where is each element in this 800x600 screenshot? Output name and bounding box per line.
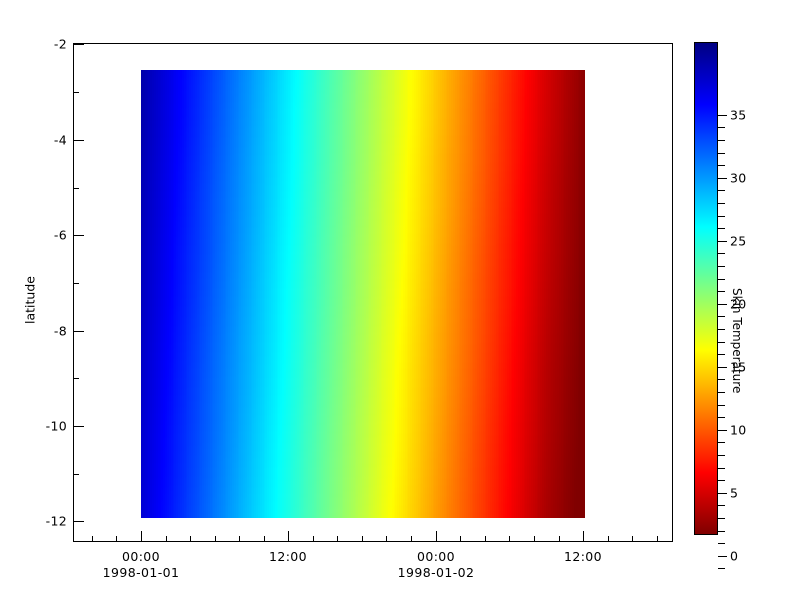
y-axis-major-tick (73, 331, 84, 333)
y-axis-tick-label: -6 (53, 227, 67, 243)
x-axis-minor-tick (337, 536, 339, 542)
colorbar-minor-tick (718, 216, 725, 218)
colorbar (694, 42, 718, 535)
colorbar-tick-label: 35 (730, 107, 747, 123)
x-axis-minor-tick (313, 536, 315, 542)
colorbar-major-tick (718, 178, 727, 180)
x-axis-minor-tick (460, 536, 462, 542)
x-axis-minor-tick (239, 536, 241, 542)
colorbar-minor-tick (718, 392, 725, 394)
colorbar-major-tick (718, 556, 727, 558)
y-axis-major-tick (73, 235, 84, 237)
colorbar-minor-tick (718, 518, 725, 520)
colorbar-minor-tick (718, 203, 725, 205)
colorbar-major-tick (718, 493, 727, 495)
colorbar-minor-tick (718, 266, 725, 268)
y-axis-tick-label: -12 (45, 513, 67, 529)
y-axis-tick-label: -10 (45, 418, 67, 434)
colorbar-minor-tick (718, 568, 725, 570)
colorbar-minor-tick (718, 455, 725, 457)
x-axis-minor-tick (411, 536, 413, 542)
x-axis-minor-tick (657, 536, 659, 542)
x-axis-major-tick (141, 531, 143, 542)
y-axis-minor-tick (73, 283, 79, 285)
colorbar-minor-tick (718, 379, 725, 381)
x-axis-major-tick (583, 531, 585, 542)
x-axis-date-sublabel: 1998-01-01 (102, 565, 180, 580)
colorbar-tick-label: 30 (730, 170, 747, 186)
heatmap-data-image (141, 70, 585, 518)
x-axis-minor-tick (264, 536, 266, 542)
colorbar-minor-tick (718, 127, 725, 129)
colorbar-minor-tick (718, 153, 725, 155)
colorbar-minor-tick (718, 468, 725, 470)
colorbar-major-tick (718, 430, 727, 432)
colorbar-minor-tick (718, 316, 725, 318)
x-axis-minor-tick (534, 536, 536, 542)
y-axis-title: latitude (22, 276, 38, 324)
colorbar-minor-tick (718, 405, 725, 407)
y-axis-minor-tick (73, 378, 79, 380)
colorbar-minor-tick (718, 442, 725, 444)
colorbar-tick-label: 25 (730, 233, 747, 249)
colorbar-major-tick (718, 115, 727, 117)
colorbar-minor-tick (718, 354, 725, 356)
y-axis-minor-tick (73, 474, 79, 476)
x-axis-minor-tick (632, 536, 634, 542)
y-axis-tick-label: -8 (53, 323, 67, 339)
colorbar-minor-tick (718, 279, 725, 281)
x-axis-tick-label: 00:00 (121, 549, 161, 564)
x-axis-date-sublabel: 1998-01-02 (397, 565, 475, 580)
colorbar-gradient (694, 42, 718, 535)
x-axis-minor-tick (386, 536, 388, 542)
y-axis-tick-label: -4 (53, 132, 67, 148)
x-axis-major-tick (436, 531, 438, 542)
colorbar-minor-tick (718, 140, 725, 142)
x-axis-tick-label: 12:00 (268, 549, 308, 564)
x-axis-minor-tick (190, 536, 192, 542)
colorbar-minor-tick (718, 342, 725, 344)
y-axis-major-tick (73, 426, 84, 428)
colorbar-tick-label: 5 (730, 485, 739, 501)
colorbar-major-tick (718, 367, 727, 369)
x-axis-minor-tick (509, 536, 511, 542)
x-axis-minor-tick (608, 536, 610, 542)
x-axis-tick-label: 12:00 (563, 549, 603, 564)
colorbar-title: Skin Temperature (730, 288, 744, 394)
colorbar-minor-tick (718, 228, 725, 230)
colorbar-tick-label: 0 (730, 548, 739, 564)
y-axis-tick-label: -2 (53, 36, 67, 52)
colorbar-minor-tick (718, 480, 725, 482)
y-axis-minor-tick (73, 188, 79, 190)
x-axis-minor-tick (559, 536, 561, 542)
colorbar-minor-tick (718, 417, 725, 419)
x-axis-minor-tick (215, 536, 217, 542)
x-axis-major-tick (288, 531, 290, 542)
colorbar-major-tick (718, 241, 727, 243)
colorbar-tick-label: 10 (730, 422, 747, 438)
colorbar-minor-tick (718, 291, 725, 293)
x-axis-minor-tick (116, 536, 118, 542)
colorbar-minor-tick (718, 190, 725, 192)
x-axis-minor-tick (485, 536, 487, 542)
colorbar-minor-tick (718, 543, 725, 545)
y-axis-major-tick (73, 521, 84, 523)
colorbar-minor-tick (718, 505, 725, 507)
x-axis-minor-tick (92, 536, 94, 542)
x-axis-tick-label: 00:00 (416, 549, 456, 564)
x-axis-minor-tick (166, 536, 168, 542)
y-axis-major-tick (73, 44, 84, 46)
colorbar-minor-tick (718, 253, 725, 255)
y-axis-minor-tick (73, 92, 79, 94)
colorbar-tick-label: 15 (730, 359, 747, 375)
heatmap-column (583, 70, 585, 518)
colorbar-minor-tick (718, 329, 725, 331)
x-axis-minor-tick (362, 536, 364, 542)
y-axis-major-tick (73, 140, 84, 142)
colorbar-tick-label: 20 (730, 296, 747, 312)
colorbar-minor-tick (718, 165, 725, 167)
colorbar-minor-tick (718, 531, 725, 533)
colorbar-major-tick (718, 304, 727, 306)
